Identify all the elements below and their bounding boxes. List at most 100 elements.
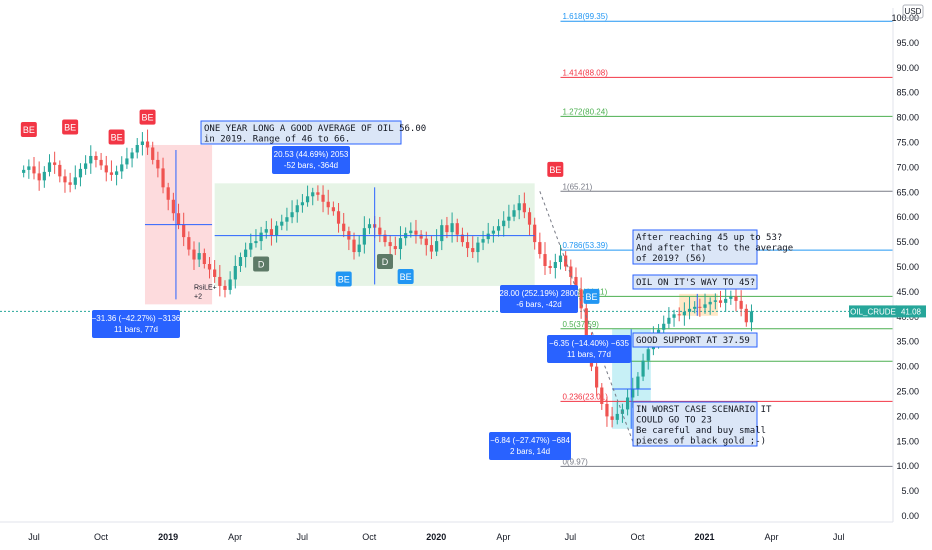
candle-body <box>605 403 609 417</box>
candle <box>197 242 201 267</box>
candle <box>496 219 501 237</box>
candle-body <box>517 203 521 211</box>
candle <box>533 217 537 250</box>
candle <box>677 307 681 322</box>
candle <box>94 151 98 168</box>
annotation-note-line-0: After reaching 45 up to 53? <box>636 233 782 243</box>
candle-body <box>512 210 516 217</box>
fib-label-9: 0(9.97) <box>562 457 588 466</box>
measurement-text-line-0: −6.35 (−14.40%) −635 <box>549 339 629 348</box>
signal-badge-label: BE <box>585 292 597 302</box>
annotation-note-1: After reaching 45 up to 53?And after tha… <box>632 229 793 265</box>
candle <box>342 212 346 238</box>
candle-body <box>631 388 635 398</box>
candle <box>290 200 294 224</box>
candle-body <box>32 166 36 174</box>
price-tick-16: 80.00 <box>896 113 919 123</box>
candle-body <box>63 176 67 183</box>
candle-body <box>579 289 583 309</box>
candle-body <box>213 269 217 277</box>
candle <box>192 241 196 270</box>
candle <box>151 141 155 165</box>
signal-badge-label: BE <box>549 165 561 175</box>
candle-body <box>311 192 315 197</box>
annotation-note-line-1: And after that to the average <box>636 244 793 254</box>
candle-body <box>553 262 557 268</box>
candle <box>548 260 552 274</box>
candle <box>171 192 175 221</box>
signal-badge-8: BE <box>583 288 600 304</box>
candle <box>295 199 299 223</box>
signal-badge-label: BE <box>338 274 350 284</box>
candle <box>378 216 382 243</box>
signal-badge-3: BE <box>139 109 156 125</box>
candle-body <box>491 230 495 234</box>
candle-body <box>218 276 222 286</box>
candle-body <box>331 207 335 212</box>
candle-body <box>646 349 650 361</box>
signal-badge-label: BE <box>23 125 35 135</box>
measurement-text-line-0: 20.53 (44.69%) 2053 <box>274 150 349 159</box>
candle <box>512 204 516 222</box>
candle-body <box>197 253 201 260</box>
measurement-text-line-1: 11 bars, 77d <box>114 325 158 334</box>
candle <box>238 252 243 272</box>
candle-body <box>264 229 268 233</box>
candle <box>579 277 583 319</box>
candle-body <box>693 306 697 309</box>
signal-badge-bg <box>583 288 600 304</box>
candle <box>600 383 604 410</box>
candle <box>58 160 62 183</box>
time-tick-12: Jul <box>833 532 845 542</box>
price-tick-13: 65.00 <box>896 187 919 197</box>
candle-body <box>171 199 175 214</box>
candle <box>435 229 439 257</box>
candle <box>538 232 542 259</box>
candle <box>187 231 191 256</box>
candle <box>388 235 392 256</box>
candle <box>605 396 609 427</box>
candle-body <box>182 224 186 238</box>
candle-body <box>207 264 212 270</box>
candle <box>414 219 418 244</box>
candle <box>527 207 532 236</box>
fib-label-3: 1(65.21) <box>562 182 592 191</box>
symbol-badge-bg <box>849 305 897 318</box>
candle-body <box>543 254 547 267</box>
candle <box>543 242 547 275</box>
candle <box>156 151 160 178</box>
candle-body <box>476 242 480 253</box>
candle-body <box>223 285 227 290</box>
candle <box>249 233 253 258</box>
signal-badge-label: BE <box>142 113 154 123</box>
candle <box>450 212 454 243</box>
annotation-note-2: OIL ON IT'S WAY TO 45? <box>632 274 758 290</box>
candle <box>213 260 217 283</box>
candle-body <box>84 163 88 169</box>
signal-badge-label: BE <box>400 272 412 282</box>
candle-body <box>533 224 537 243</box>
fib-label-1: 1.414(88.08) <box>562 68 608 77</box>
candle-body <box>367 224 372 229</box>
candle-body <box>192 249 196 260</box>
candle-body <box>89 155 93 164</box>
candle <box>274 221 279 243</box>
candle-body <box>140 141 144 145</box>
candle <box>84 155 88 175</box>
measurement-box-bg <box>547 335 631 363</box>
candle-body <box>280 221 284 226</box>
candle-body <box>698 306 702 308</box>
candle-body <box>125 158 129 165</box>
candle-body <box>409 230 413 234</box>
price-tick-2: 10.00 <box>896 461 919 471</box>
time-tick-5: Oct <box>362 532 377 542</box>
measurement-box-bg <box>272 146 350 174</box>
annotation-note-3: GOOD SUPPORT AT 37.59 <box>632 332 758 348</box>
signal-badge-1: BE <box>62 119 79 135</box>
time-tick-4: Jul <box>296 532 308 542</box>
candle <box>486 222 490 244</box>
price-tick-7: 35.00 <box>896 337 919 347</box>
price-tick-3: 15.00 <box>896 436 919 446</box>
candle-body <box>558 255 563 263</box>
